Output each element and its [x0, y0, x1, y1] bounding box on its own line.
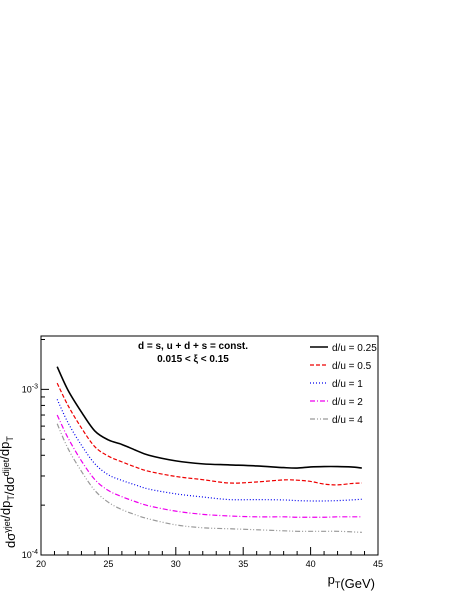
legend-label: d/u = 0.25 — [332, 343, 377, 354]
x-tick-label: 25 — [103, 559, 113, 569]
x-tick-label: 40 — [306, 559, 316, 569]
x-tick-label: 20 — [36, 559, 46, 569]
legend-label: d/u = 4 — [332, 415, 363, 426]
series-line — [56, 414, 362, 518]
legend-label: d/u = 2 — [332, 397, 363, 408]
legend: d/u = 0.25 d/u = 0.5 d/u = 1 d/u = 2 d/u = 4 — [310, 343, 377, 426]
y-tick-label: 10-4 — [22, 549, 38, 560]
legend-label: d/u = 1 — [332, 379, 363, 390]
tick-labels: 20 25 30 35 40 45 10-3 10-4 — [22, 383, 383, 569]
x-tick-label: 30 — [171, 559, 181, 569]
series-lines — [56, 366, 362, 533]
plot-frame — [40, 335, 379, 556]
series-line — [56, 399, 362, 502]
axis-ticks — [40, 339, 379, 556]
annotation-line-2: 0.015 < ξ < 0.15 — [157, 354, 229, 365]
x-tick-label: 35 — [238, 559, 248, 569]
legend-label: d/u = 0.5 — [332, 361, 372, 372]
x-tick-label: 45 — [373, 559, 383, 569]
series-line — [56, 423, 362, 533]
y-axis-title: dσγjet/dpT/dσdijet/dpT — [0, 436, 18, 548]
x-axis-title: pT(GeV) — [328, 572, 375, 591]
y-tick-label: 10-3 — [22, 383, 38, 394]
series-line — [56, 366, 362, 469]
series-line — [56, 382, 362, 486]
annotation-line-1: d = s, u + d + s = const. — [138, 341, 248, 352]
